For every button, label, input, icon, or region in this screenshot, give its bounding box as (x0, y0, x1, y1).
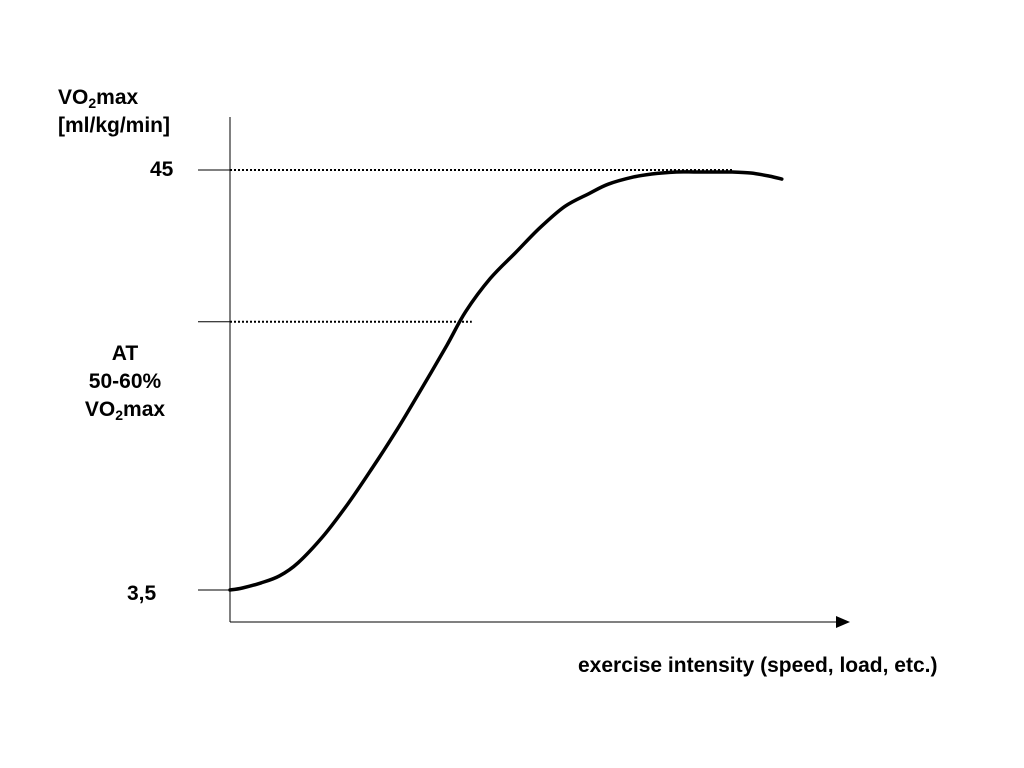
x-axis-label: exercise intensity (speed, load, etc.) (578, 654, 938, 677)
threshold-label-line3: VO2max (84, 398, 166, 423)
y-axis-label: VO2max [ml/kg/min] (58, 84, 170, 140)
x-axis-arrow (836, 616, 850, 628)
y-tick-label-45: 45 (150, 158, 174, 181)
threshold-label-line2: 50-60% (88, 370, 162, 393)
threshold-label-line1: AT (111, 342, 139, 365)
chart-marks (198, 169, 733, 591)
series-line (228, 170, 784, 592)
threshold-label: AT 50-60% VO2max (75, 340, 175, 424)
y-axis-label-line2: [ml/kg/min] (58, 114, 171, 137)
y-axis-label-line1: VO2max (58, 86, 139, 111)
y-tick-label-3-5: 3,5 (127, 582, 157, 605)
